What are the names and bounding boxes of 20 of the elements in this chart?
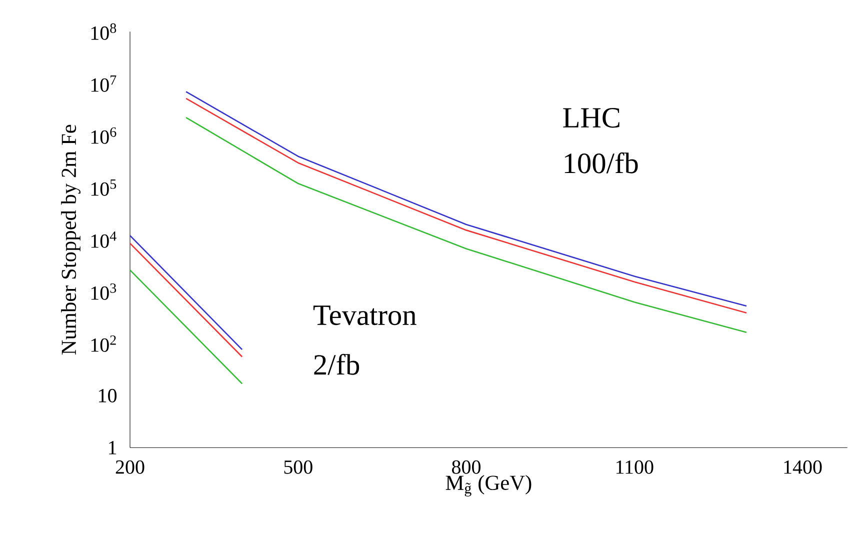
x-axis-title: M$_{g̃}$ (GeV) (446, 475, 532, 496)
y-axis-title: Number Stopped by 2m Fe (61, 124, 80, 355)
y-tick-label: 10$^{3}$ (91, 283, 116, 300)
y-tick-label: 10$^{6}$ (91, 127, 116, 144)
x-tick-label: 200 (116, 460, 144, 474)
x-tick-label: 500 (284, 460, 312, 474)
annotation: 100/fb (564, 152, 638, 174)
y-tick-label: 10$^{4}$ (91, 231, 116, 248)
annotation: Tevatron (313, 306, 416, 326)
y-tick-label: 10$^{7}$ (91, 76, 116, 92)
annotation: 2/fb (314, 354, 360, 375)
annotation: LHC (563, 108, 620, 128)
x-tick-label: 1100 (616, 460, 654, 474)
y-tick-label: 10$^{5}$ (91, 180, 116, 196)
x-tick-label: 800 (452, 460, 480, 474)
y-tick-label: 10$^{2}$ (91, 335, 116, 352)
y-tick-label: 10$^{8}$ (91, 23, 116, 40)
y-tick-label: 1 (109, 441, 116, 454)
x-tick-label: 1400 (784, 460, 822, 474)
y-tick-label: 10 (99, 388, 117, 402)
